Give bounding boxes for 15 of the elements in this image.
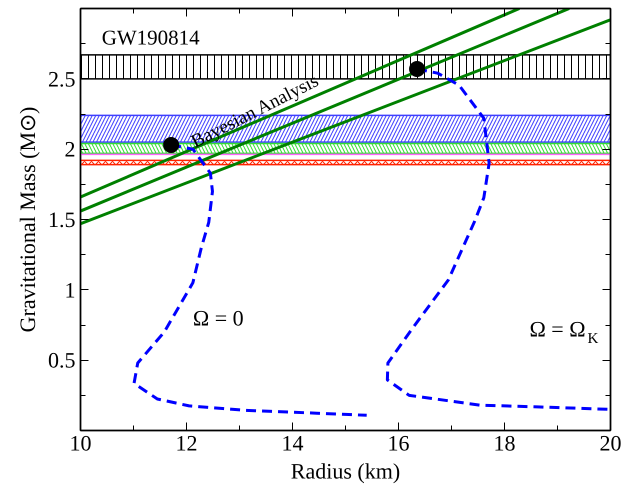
x-tick-label: 12 [176,430,198,456]
band-label: GW190814 [102,25,200,50]
x-axis-title: Radius (km) [290,458,400,484]
x-tick-label: 10 [70,430,92,456]
y-tick-label: 0.5 [48,348,76,373]
y-tick-label: 1.5 [48,207,76,232]
x-tick-label: 18 [494,430,516,456]
y-tick-label: 2.5 [48,66,76,92]
x-tick-label: 16 [388,430,410,456]
x-tick-label: 14 [282,430,304,456]
y-tick-label: 1 [64,277,76,302]
y-tick-label: 2 [64,136,76,162]
y-axis-title: Gravitational Mass (M⊙) [15,106,40,332]
annotation: Ω = 0 [192,305,244,330]
x-tick-label: 20 [600,430,622,456]
